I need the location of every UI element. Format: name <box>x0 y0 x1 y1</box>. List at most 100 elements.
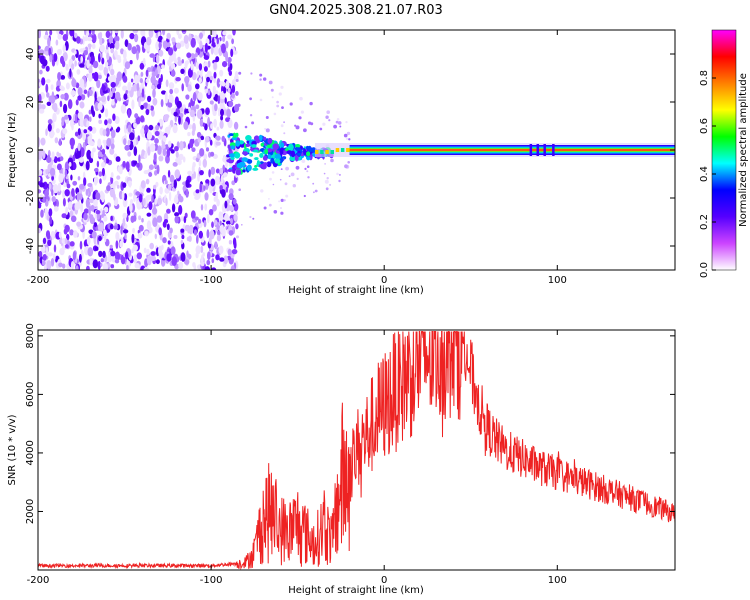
spectrogram-noise-cell <box>92 147 96 153</box>
spectrogram-noise-cell <box>88 65 93 75</box>
spectrogram-noise-cell <box>104 108 109 118</box>
spectrogram-noise-cell <box>115 156 121 162</box>
spectrogram-noise-cell <box>117 165 123 174</box>
spectrogram-noise-cell <box>110 143 115 150</box>
spectrogram-noise-cell <box>127 81 132 92</box>
spectrogram-noise-cell <box>182 104 186 109</box>
spectrogram-noise-dot <box>276 100 279 104</box>
spectrogram-noise-cell <box>209 230 215 240</box>
spectrogram-noise-cell <box>211 221 214 228</box>
spectrogram-noise-cell <box>94 168 99 172</box>
spectrogram-noise-cell <box>112 113 116 121</box>
spectrogram-noise-cell <box>123 138 127 146</box>
spectrogram-noise-cell <box>104 119 108 126</box>
spectrogram-noise-cell <box>83 89 88 95</box>
spectrogram-noise-cell <box>209 139 213 146</box>
spectrogram-noise-cell <box>225 40 229 49</box>
spectrogram-noise-cell <box>87 182 93 188</box>
spectrogram-noise-cell <box>210 123 214 129</box>
spectrogram-noise-cell <box>212 85 216 94</box>
spectrogram-noise-cell <box>104 233 107 243</box>
spectrogram-noise-cell <box>47 252 53 257</box>
spectrogram-noise-dot <box>278 200 281 203</box>
spectrogram-noise-cell <box>89 51 94 58</box>
spectrogram-noise-cell <box>59 100 63 108</box>
spectrogram-noise-cell <box>228 70 232 76</box>
spectrogram-noise-cell <box>174 212 180 217</box>
spectrogram-noise-dot <box>347 161 351 164</box>
spectrogram-noise-cell <box>183 216 187 224</box>
spectrogram-noise-cell <box>110 47 114 54</box>
spectrogram-noise-cell <box>40 244 46 253</box>
spectrogram-noise-cell <box>58 138 62 146</box>
spectrogram-noise-cell <box>171 256 177 267</box>
spectrogram-noise-cell <box>215 56 220 63</box>
spectrogram-noise-cell <box>100 52 103 59</box>
spectrogram-noise-cell <box>153 152 157 162</box>
spectrogram-noise-cell <box>69 68 72 78</box>
spectrogram-noise-cell <box>103 206 109 213</box>
signal-segment <box>346 148 350 152</box>
spectrogram-noise-dot <box>328 119 331 122</box>
spectrogram-noise-cell <box>169 174 175 183</box>
spectrogram-noise-cell <box>105 127 110 137</box>
spectrogram-noise-cell <box>150 105 154 111</box>
spectrogram-noise-cell <box>187 170 193 176</box>
spectrogram-noise-cell <box>167 102 173 108</box>
spectrogram-noise-cell <box>140 128 145 135</box>
spectrogram-noise-cell <box>158 41 162 49</box>
spectrogram-noise-cell <box>178 261 184 270</box>
spectrogram-noise-cell <box>135 116 141 125</box>
spectrogram-noise-cell <box>107 76 112 82</box>
spectrogram-noise-cell <box>219 220 222 226</box>
spectrogram-noise-dot <box>314 189 318 193</box>
spectrogram-noise-cell <box>79 63 85 68</box>
spectrogram-noise-cell <box>123 93 128 100</box>
spectrogram-noise-cell <box>213 71 217 79</box>
spectrogram-noise-cell <box>168 47 174 56</box>
spectrogram-signal-cell <box>249 153 254 157</box>
spectrogram-noise-cell <box>180 239 184 245</box>
spectrogram-noise-dot <box>339 125 342 128</box>
snr-y-tick-label: 6000 <box>25 382 36 407</box>
spectrogram-noise-cell <box>209 100 214 105</box>
spectrogram-noise-cell <box>176 30 180 36</box>
spectrogram-noise-cell <box>158 245 163 256</box>
spectrogram-noise-cell <box>92 110 96 118</box>
spectrogram-noise-dot <box>244 125 248 129</box>
spectrogram-noise-cell <box>62 44 66 53</box>
spectrogram-noise-cell <box>75 99 79 106</box>
spectrogram-noise-cell <box>148 30 154 38</box>
spectrogram-noise-cell <box>205 179 210 184</box>
spectrogram-noise-cell <box>120 225 123 235</box>
spectrogram-noise-cell <box>49 216 53 225</box>
spectrogram-noise-cell <box>107 95 110 102</box>
spectrogram-noise-cell <box>194 216 199 221</box>
spectrogram-noise-cell <box>133 138 137 148</box>
spectrogram-noise-cell <box>125 90 128 95</box>
spectrogram-noise-cell <box>72 161 76 171</box>
spectrogram-noise-cell <box>132 215 137 222</box>
spectrogram-noise-cell <box>150 251 156 256</box>
spectrogram-noise-dot <box>237 103 241 108</box>
spectrogram-noise-cell <box>39 182 45 188</box>
spectrogram-noise-cell <box>134 74 139 84</box>
spectrogram-noise-cell <box>70 261 75 270</box>
spectrogram-noise-cell <box>124 233 127 240</box>
spectrogram-noise-dot <box>310 122 314 126</box>
spectrogram-noise-cell <box>223 255 229 265</box>
spectrogram-noise-dot <box>238 71 242 75</box>
spectrogram-noise-cell <box>130 199 134 205</box>
spectrogram-noise-cell <box>173 111 178 117</box>
spectrogram-noise-cell <box>216 37 219 45</box>
spectrogram-noise-cell <box>199 40 203 50</box>
spectrogram-noise-cell <box>192 122 196 133</box>
spectrogram-noise-cell <box>143 102 148 109</box>
spectrogram-noise-cell <box>228 193 234 201</box>
spectrogram-noise-dot <box>236 235 239 239</box>
spectrogram-noise-cell <box>127 180 132 187</box>
spectrogram-noise-cell <box>57 33 62 40</box>
spectrogram-noise-cell <box>200 261 205 267</box>
spectrogram-noise-cell <box>187 224 190 234</box>
spectrogram-noise-cell <box>167 59 172 67</box>
